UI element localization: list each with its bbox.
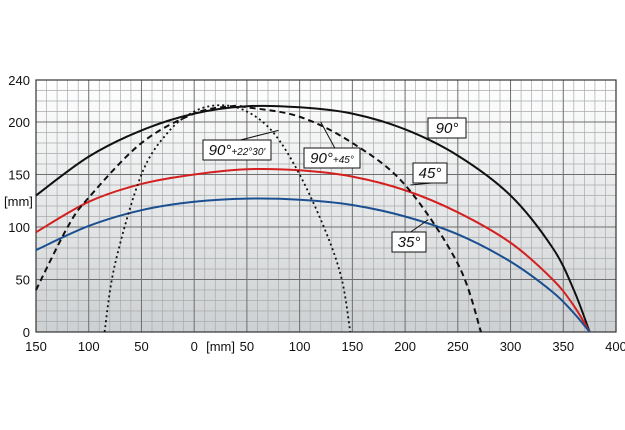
y-tick-label: 150: [8, 168, 30, 183]
callout-box: [412, 162, 448, 184]
x-tick-label: 200: [394, 339, 416, 354]
series-callout-45: 45°: [410, 162, 448, 186]
x-tick-label: 50: [240, 339, 254, 354]
callout-box: [303, 147, 361, 169]
x-tick-label: 150: [25, 339, 47, 354]
series-line-90-45: [35, 104, 482, 333]
callout-label-main: 35°: [398, 234, 421, 251]
x-unit-label: [mm]: [206, 339, 235, 354]
x-tick-label: 50: [134, 339, 148, 354]
callout-pointer: [410, 219, 429, 233]
y-unit-label: [mm]: [4, 194, 33, 209]
series-callout-90-22-30: 90°+22°30': [202, 129, 279, 161]
callout-label: 45°: [419, 165, 442, 182]
callout-box: [427, 117, 467, 139]
y-tick-label: 200: [8, 115, 30, 130]
callout-box: [202, 139, 272, 161]
x-tick-label: 150: [342, 339, 364, 354]
y-tick-label: 100: [8, 220, 30, 235]
x-tick-label: 250: [447, 339, 469, 354]
x-tick-label: 300: [500, 339, 522, 354]
callout-pointer: [320, 121, 336, 149]
series-line-90: [35, 104, 591, 333]
series-callout-35: 35°: [391, 219, 429, 253]
series-line-90-22-30: [103, 104, 352, 333]
series-callout-90-45: 90°+45°: [303, 121, 361, 169]
series-callout-90: 90°: [427, 117, 467, 139]
y-tick-label: 0: [23, 325, 30, 340]
y-tick-labels: 0 50 100 150 200 240: [8, 73, 30, 340]
x-tick-label: 350: [552, 339, 574, 354]
x-tick-labels: 150 100 50 0 50 100 150 200 250 300 350 400: [25, 339, 625, 354]
callout-label-sub: +45°: [333, 155, 354, 166]
x-tick-label: 0: [191, 339, 198, 354]
callout-box: [391, 231, 427, 253]
callout-label-main: 45°: [419, 165, 442, 182]
callout-label-main: 90°: [209, 142, 232, 159]
series-line-45: [35, 167, 591, 333]
callout-label: 90°+45°: [310, 150, 354, 167]
y-tick-label: 240: [8, 73, 30, 88]
callout-label-main: 90°: [436, 120, 459, 137]
y-tick-label: 50: [16, 273, 30, 288]
series-layer: [35, 104, 591, 333]
callout-label-main: 90°: [310, 150, 333, 167]
x-tick-label: 100: [78, 339, 100, 354]
series-line-35: [35, 197, 591, 333]
x-tick-label: 100: [289, 339, 311, 354]
plot-frame: [35, 79, 617, 333]
series-callouts: 90°45°35°90°+45°90°+22°30': [202, 117, 467, 253]
callout-label: 35°: [398, 234, 421, 251]
callout-label: 90°+22°30': [209, 142, 267, 159]
x-tick-label: 400: [605, 339, 625, 354]
callout-pointer: [240, 129, 279, 141]
callout-label: 90°: [436, 120, 459, 137]
callout-label-sub: +22°30': [231, 147, 266, 158]
